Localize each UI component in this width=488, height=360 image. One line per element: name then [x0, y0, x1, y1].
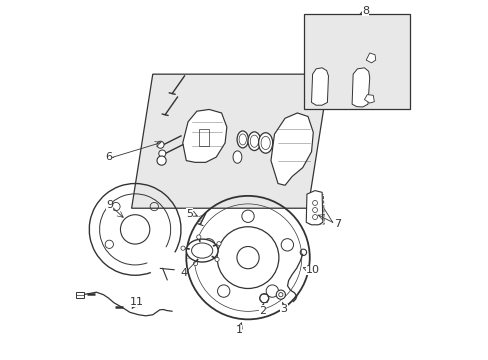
- Ellipse shape: [233, 151, 242, 163]
- Circle shape: [214, 257, 219, 261]
- Bar: [198, 129, 209, 147]
- Text: 4: 4: [180, 269, 187, 279]
- Polygon shape: [305, 190, 322, 225]
- Polygon shape: [131, 74, 328, 208]
- Circle shape: [193, 261, 197, 266]
- Polygon shape: [351, 68, 369, 107]
- Text: 8: 8: [361, 6, 368, 15]
- Ellipse shape: [186, 239, 218, 262]
- Text: 7: 7: [334, 219, 341, 229]
- Circle shape: [259, 294, 268, 303]
- Text: 1: 1: [235, 325, 242, 335]
- Ellipse shape: [258, 133, 272, 153]
- Text: 6: 6: [105, 152, 112, 162]
- Polygon shape: [366, 53, 375, 63]
- Ellipse shape: [237, 131, 248, 148]
- Text: 3: 3: [280, 304, 287, 314]
- Polygon shape: [311, 68, 328, 105]
- Text: 11: 11: [130, 297, 143, 307]
- Text: 9: 9: [106, 200, 113, 210]
- Circle shape: [157, 156, 166, 165]
- Text: 5: 5: [186, 208, 193, 219]
- Text: 10: 10: [305, 265, 320, 275]
- Polygon shape: [183, 109, 226, 162]
- Text: 2: 2: [259, 306, 265, 315]
- Circle shape: [159, 150, 165, 157]
- Ellipse shape: [247, 132, 260, 150]
- Bar: [304, 14, 409, 109]
- Bar: [76, 292, 83, 298]
- Circle shape: [196, 235, 201, 239]
- Polygon shape: [364, 95, 374, 103]
- Circle shape: [157, 141, 164, 148]
- Polygon shape: [270, 113, 313, 185]
- Circle shape: [216, 242, 221, 246]
- Circle shape: [276, 290, 285, 299]
- Circle shape: [181, 246, 185, 250]
